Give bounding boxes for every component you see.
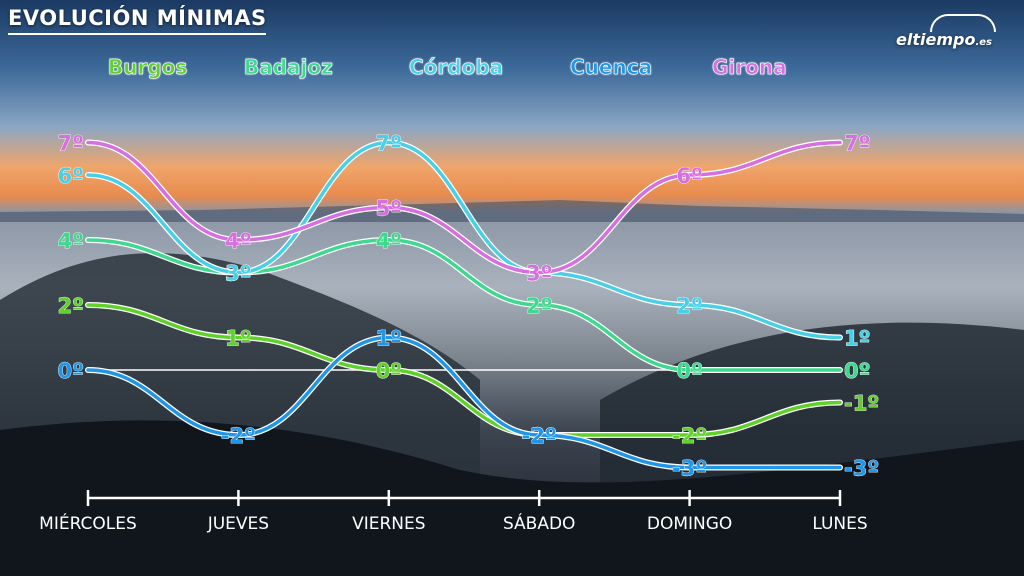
logo-text: eltiempo [896,30,976,49]
x-tick-label: JUEVES [207,514,269,534]
data-label-cuenca: -3º [672,457,707,481]
data-label-girona: 7º [844,132,870,156]
x-tick-label: DOMINGO [647,514,732,534]
data-label-burgos: 1º [225,327,251,351]
data-label-girona: 4º [225,229,251,253]
legend-item-cordoba: Córdoba [409,55,504,80]
brand-logo[interactable]: eltiempo.es [896,30,992,49]
data-label-burgos: -2º [672,424,707,448]
data-label-girona: 6º [676,164,702,188]
data-label-badajoz: 3º [225,262,251,286]
chart-plot: MIÉRCOLES JUEVES VIERNES SÁBADO DOMINGO LUNES… [39,131,879,534]
title-underline [8,33,266,35]
data-label-burgos: -2º [522,424,557,448]
data-label-burgos: -1º [844,392,879,416]
data-label-cuenca: -2º [522,424,557,448]
data-label-cuenca: 1º [376,327,402,351]
data-label-badajoz: 2º [526,294,552,318]
data-label-girona: 7º [58,132,84,156]
logo-domain: .es [975,37,992,48]
data-label-cordoba: 2º [676,294,702,318]
x-tick-label: LUNES [812,514,867,534]
data-label-badajoz: 4º [376,229,402,253]
data-label-cordoba: 6º [58,164,84,188]
data-label-cordoba: 3º [526,262,552,286]
page-title: EVOLUCIÓN MÍNIMAS [8,6,267,30]
legend-item-burgos: Burgos [108,55,188,80]
x-tick-label: VIERNES [352,514,425,534]
data-label-burgos: 2º [58,294,84,318]
legend-item-badajoz: Badajoz [244,55,333,80]
data-label-girona: 3º [526,262,552,286]
data-label-badajoz: 0º [844,359,870,383]
data-label-cordoba: 3º [225,262,251,286]
x-tick-label: MIÉRCOLES [39,512,137,534]
data-label-cordoba: 7º [376,132,402,156]
legend-item-cuenca: Cuenca [570,55,653,80]
data-label-cuenca: -3º [844,457,879,481]
data-label-badajoz: 4º [58,229,84,253]
series-line-burgos [86,303,842,437]
background-far-ridge [0,200,1024,222]
legend-item-girona: Girona [712,55,787,80]
data-label-girona: 5º [376,197,402,221]
data-label-badajoz: 0º [676,359,702,383]
series-line-cordoba [86,140,842,340]
data-label-cordoba: 1º [844,327,870,351]
series-line-girona [86,140,842,275]
data-label-cuenca: 0º [58,359,84,383]
series-line-cuenca [86,335,842,470]
x-tick-label: SÁBADO [503,512,576,534]
data-label-burgos: 0º [376,359,402,383]
data-label-cuenca: -2º [221,424,256,448]
